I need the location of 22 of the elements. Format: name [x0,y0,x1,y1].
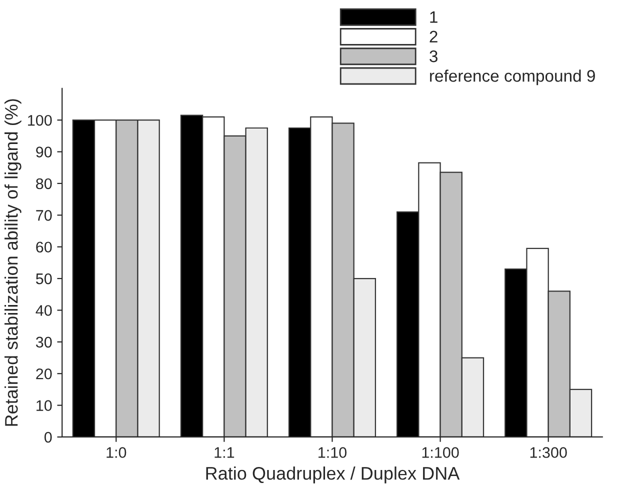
y-tick-label: 20 [36,368,52,380]
y-tick-label: 90 [36,146,52,158]
y-tick-label: 100 [28,114,52,126]
y-tick-label: 0 [44,432,52,443]
legend-label: reference compound 9 [430,70,595,86]
y-tick-label: 40 [36,305,52,316]
y-tick-label: 70 [36,210,52,221]
legend-label: 1 [430,11,438,23]
x-tick-label: 1:300 [530,447,567,458]
y-axis-title: Retained stabilization ability of ligand (%) [4,99,22,426]
y-tick-label: 10 [36,400,52,411]
x-tick-label: 1:10 [318,447,347,458]
x-tick-label: 1:0 [106,447,126,458]
y-tick-label: 80 [36,178,52,190]
y-tick-label: 30 [36,336,52,348]
y-tick-label: 60 [36,242,52,253]
x-tick-label: 1:1 [214,447,234,458]
y-tick-label: 50 [36,273,52,284]
x-axis-title: Ratio Quadruplex / Duplex DNA [206,466,460,484]
legend-label: 2 [430,30,438,42]
x-tick-label: 1:100 [422,447,459,458]
legend-label: 3 [430,50,438,62]
